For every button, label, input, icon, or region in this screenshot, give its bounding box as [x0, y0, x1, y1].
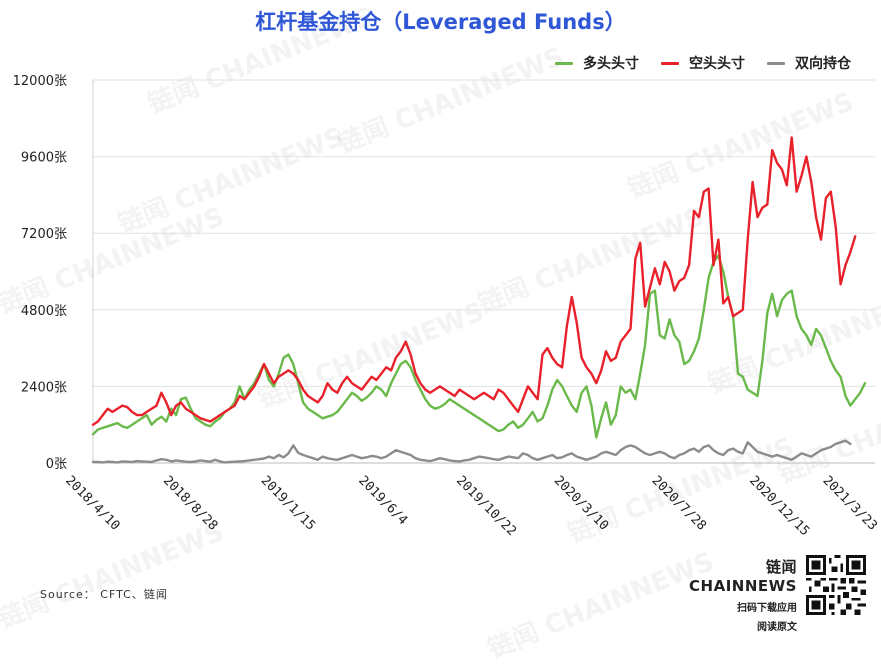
x-tick-label: 2018/8/28	[160, 473, 220, 533]
y-tick-label: 7200张	[21, 227, 67, 242]
y-tick-label: 12000张	[13, 74, 67, 89]
brand-name: 链闻 CHAINNEWS	[689, 558, 797, 595]
chart-title: 杠杆基金持仓（Leveraged Funds）	[255, 10, 626, 34]
legend: 多头头寸 空头头寸 双向持仓	[555, 53, 851, 73]
brand-read-text: 阅读原文	[757, 622, 797, 633]
legend-swatch-spreading	[767, 61, 785, 65]
qr-code-icon[interactable]	[806, 555, 866, 615]
brand-block: 链闻 CHAINNEWS 扫码下载应用 阅读原文	[669, 556, 797, 633]
y-tick-label: 9600张	[21, 151, 67, 166]
legend-swatch-long	[555, 61, 573, 65]
x-tick-label: 2018/4/10	[62, 473, 122, 533]
x-tick-label: 2019/6/4	[355, 473, 410, 528]
series-line-short	[91, 136, 857, 426]
x-tick-label: 2019/1/15	[258, 473, 318, 533]
legend-swatch-short	[661, 61, 679, 65]
series-line-spreading	[91, 439, 852, 464]
y-tick-label: 4800张	[21, 304, 67, 319]
x-tick-label: 2021/3/23	[820, 473, 880, 533]
legend-item-long: 多头头寸	[555, 53, 639, 73]
legend-label-short: 空头头寸	[689, 56, 745, 72]
x-tick-label: 2020/7/28	[649, 473, 709, 533]
y-tick-label: 2400张	[21, 380, 67, 395]
legend-label-spreading: 双向持仓	[795, 56, 851, 72]
x-tick-label: 2020/12/15	[746, 473, 812, 539]
y-tick-label: 0张	[46, 457, 67, 472]
chart: 0张 2400张 4800张 7200张 9600张 12000张 2018/4/10 201…	[13, 74, 880, 539]
legend-label-long: 多头头寸	[583, 56, 639, 72]
x-tick-label: 2019/10/22	[453, 473, 519, 539]
brand-download-text: 扫码下载应用	[737, 603, 797, 614]
series-line-long	[91, 254, 867, 439]
legend-item-spreading: 双向持仓	[767, 53, 851, 73]
x-tick-label: 2020/3/10	[551, 473, 611, 533]
source-note: Source： CFTC、链闻	[40, 588, 168, 601]
legend-item-short: 空头头寸	[661, 53, 745, 73]
